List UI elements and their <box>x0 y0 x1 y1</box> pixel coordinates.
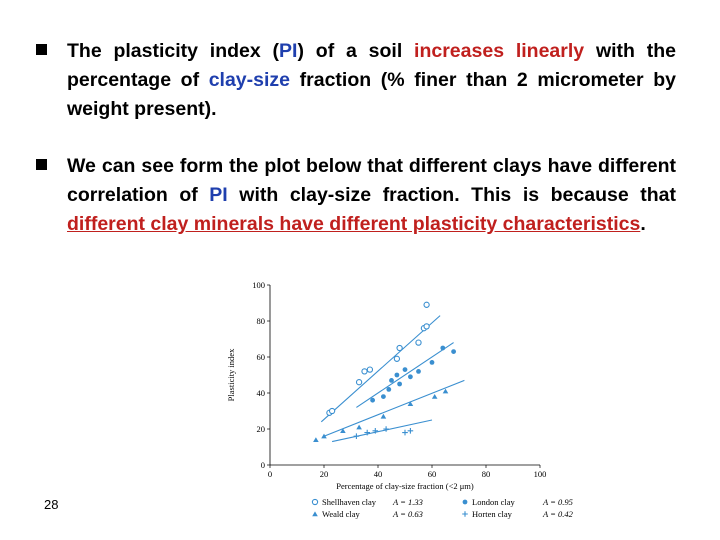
legend-label: Weald clay <box>322 509 361 519</box>
data-point <box>397 381 402 387</box>
y-tick-label: 0 <box>261 460 265 470</box>
y-tick-label: 100 <box>252 280 265 290</box>
trend-line <box>331 419 433 443</box>
data-point <box>380 413 387 419</box>
bullet-2: We can see form the plot below that diff… <box>36 152 676 239</box>
data-point <box>364 429 370 436</box>
bullet-1-part-6: fraction (% finer than 2 micrometer by w… <box>67 69 676 120</box>
trend-line <box>320 315 441 423</box>
legend-label: Shellhaven clay <box>322 497 377 507</box>
data-point <box>402 367 408 372</box>
data-point <box>462 511 468 517</box>
legend-activity: A = 0.42 <box>542 509 574 519</box>
y-tick-label: 40 <box>257 388 266 398</box>
data-point <box>462 499 468 505</box>
bullet-2-part-3: different clay minerals have different p… <box>67 213 641 235</box>
data-point <box>321 433 327 439</box>
trend-line <box>323 379 465 437</box>
legend-label: Horten clay <box>472 509 513 519</box>
data-point <box>423 323 430 330</box>
bullet-2-part-2: with clay-size fraction. This is because… <box>227 184 676 206</box>
bullet-2-part-1: PI <box>209 184 228 206</box>
data-point <box>442 388 449 394</box>
x-tick-label: 0 <box>268 469 272 479</box>
x-tick-label: 80 <box>482 469 491 479</box>
data-point <box>372 428 379 434</box>
y-tick-label: 60 <box>257 352 266 362</box>
data-point <box>353 433 360 439</box>
x-tick-label: 60 <box>428 469 437 479</box>
data-point <box>356 424 362 430</box>
y-tick-label: 80 <box>257 316 266 326</box>
x-tick-label: 40 <box>374 469 383 479</box>
data-point <box>340 428 346 433</box>
data-point <box>393 355 401 362</box>
data-point <box>407 428 414 434</box>
bullet-1-text: The plasticity index (PI) of a soil incr… <box>67 37 676 124</box>
data-point <box>381 394 386 399</box>
data-point <box>394 372 400 378</box>
data-point <box>389 378 394 383</box>
plasticity-chart: 0 20 40 60 80 100 0 20 40 60 80 100 Percentage of cl… <box>226 280 574 519</box>
data-point <box>396 344 403 352</box>
data-point <box>355 379 363 386</box>
bullet-1: The plasticity index (PI) of a soil incr… <box>36 37 676 124</box>
x-tick-label: 100 <box>534 469 547 479</box>
data-point <box>429 360 435 365</box>
x-tick-label: 20 <box>320 469 329 479</box>
data-point <box>328 407 336 415</box>
bullet-2-part-0: We can see form the plot below that diff… <box>67 155 676 206</box>
bullet-1-part-2: ) of a soil <box>297 40 415 62</box>
data-point <box>311 498 319 506</box>
legend-activity: A = 1.33 <box>392 497 423 507</box>
chart-axes: 0 20 40 60 80 100 0 20 40 60 80 100 Percentage of cl… <box>226 280 546 491</box>
trend-lines <box>320 315 465 443</box>
square-bullet-icon <box>36 44 47 55</box>
data-point <box>440 345 446 351</box>
data-point <box>402 429 408 436</box>
data-point <box>431 394 438 399</box>
data-point <box>366 366 374 373</box>
bullet-1-part-4: with the percentage of <box>67 40 676 91</box>
data-point <box>313 437 319 442</box>
data-point <box>312 511 318 517</box>
x-axis-label: Percentage of clay-size fraction (<2 μm) <box>336 481 474 491</box>
data-point <box>408 374 413 380</box>
data-point <box>407 401 414 406</box>
trend-line <box>356 342 454 408</box>
bullet-1-part-3: increases linearly <box>414 40 585 62</box>
data-point <box>370 397 375 403</box>
bullet-1-part-5: clay-size <box>208 69 291 91</box>
chart-legend: Shellhaven clay A = 1.33 London clay A = 0.… <box>311 497 574 519</box>
slide-number: 28 <box>44 497 59 512</box>
bullet-2-text: We can see form the plot below that diff… <box>67 152 676 239</box>
y-axis-label: Plasticity index <box>226 348 236 401</box>
data-point <box>415 339 422 346</box>
legend-label: London clay <box>472 497 515 507</box>
data-points <box>313 301 456 442</box>
legend-activity: A = 0.63 <box>392 509 423 519</box>
data-point <box>383 426 389 432</box>
bullet-1-part-1: PI <box>279 40 298 62</box>
data-point <box>451 349 456 354</box>
legend-activity: A = 0.95 <box>542 497 573 507</box>
data-point <box>361 368 368 375</box>
data-point <box>386 387 392 392</box>
bullet-2-part-4: . <box>640 213 646 235</box>
bullet-1-part-0: The plasticity index ( <box>67 40 280 62</box>
square-bullet-icon <box>36 159 47 170</box>
data-point <box>423 301 430 308</box>
data-point <box>416 369 421 374</box>
y-tick-label: 20 <box>257 424 266 434</box>
